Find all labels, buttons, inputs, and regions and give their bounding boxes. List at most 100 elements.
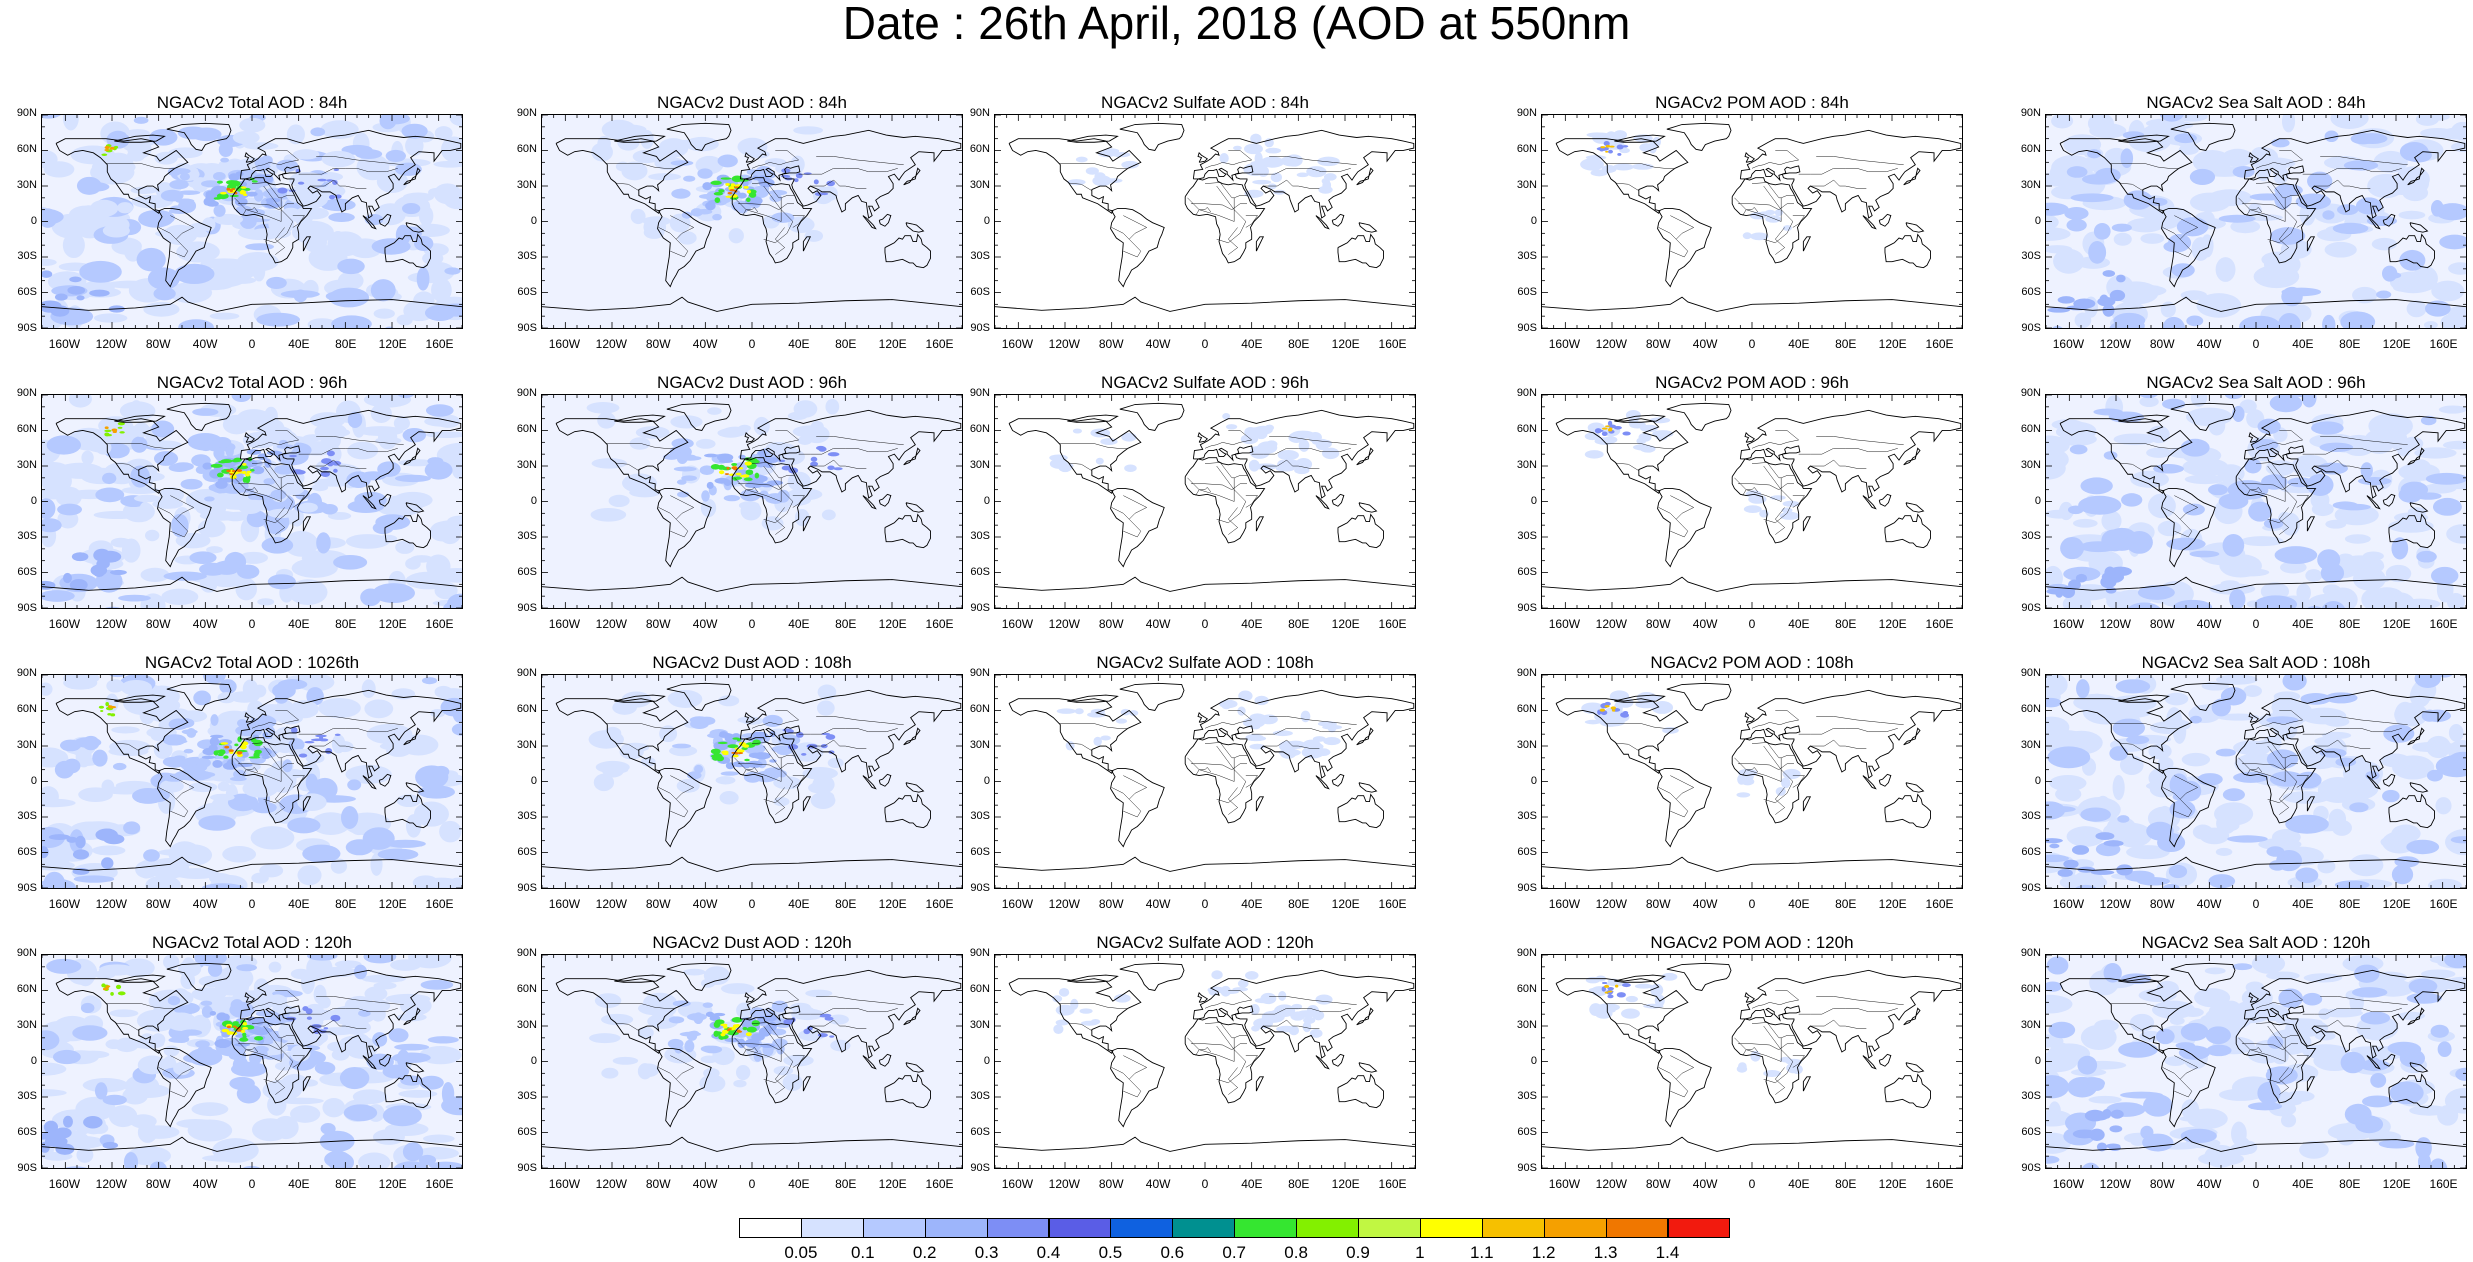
aod-field-low bbox=[259, 864, 283, 877]
dust-plume bbox=[264, 735, 270, 739]
aod-field-low bbox=[329, 288, 370, 308]
aod-field-low bbox=[2322, 732, 2351, 739]
lat-label: 30N bbox=[2007, 740, 2041, 751]
aod-field-low bbox=[1262, 158, 1276, 163]
lon-label: 160W bbox=[2046, 898, 2090, 910]
aod-field-medium bbox=[2103, 270, 2116, 277]
aod-field-low bbox=[210, 794, 235, 801]
fire-plume bbox=[1605, 705, 1610, 707]
aod-field-medium bbox=[75, 836, 85, 848]
aod-field-low bbox=[2067, 166, 2088, 178]
aod-field-low bbox=[1313, 743, 1324, 750]
aod-field-low bbox=[2078, 496, 2121, 515]
aod-field-low bbox=[737, 138, 767, 156]
fire-plume bbox=[109, 147, 114, 150]
aod-field-low bbox=[425, 461, 453, 480]
aod-field-low bbox=[2140, 233, 2164, 244]
aod-field-low bbox=[2056, 252, 2071, 272]
lon-label: 80W bbox=[1089, 618, 1133, 630]
panel-title: NGACv2 Total AOD : 120h bbox=[41, 934, 463, 952]
lat-label: 30N bbox=[956, 180, 990, 191]
lon-label: 160W bbox=[42, 618, 86, 630]
world-map bbox=[2045, 674, 2467, 889]
lat-label: 60N bbox=[3, 144, 37, 155]
lon-label: 40W bbox=[2187, 618, 2231, 630]
aod-field-low bbox=[267, 509, 295, 518]
lat-label: 60N bbox=[503, 424, 537, 435]
lat-label: 0 bbox=[503, 776, 537, 787]
aod-field-low bbox=[643, 216, 671, 226]
lon-label: 160E bbox=[1371, 618, 1415, 630]
aod-field-low bbox=[798, 436, 812, 445]
aod-field-low bbox=[1632, 163, 1654, 169]
aod-field-medium bbox=[63, 573, 72, 583]
aod-field-low bbox=[1776, 787, 1786, 796]
lon-label: 160W bbox=[1542, 338, 1586, 350]
aod-field-low bbox=[2401, 482, 2428, 498]
dust-core bbox=[711, 464, 720, 470]
aod-field-low bbox=[378, 849, 419, 861]
aod-field-low bbox=[423, 1135, 455, 1143]
panel-title: NGACv2 Total AOD : 84h bbox=[41, 94, 463, 112]
aod-field-low bbox=[1226, 424, 1237, 429]
aod-field-low bbox=[219, 142, 233, 157]
aod-map-svg bbox=[542, 115, 962, 328]
dust-plume bbox=[226, 445, 234, 457]
aod-field-medium bbox=[277, 188, 287, 194]
dust-plume bbox=[677, 189, 686, 198]
lat-label: 60N bbox=[2007, 424, 2041, 435]
aod-field-low bbox=[189, 551, 216, 564]
aod-field-low bbox=[2080, 807, 2111, 821]
aod-field-low bbox=[1281, 156, 1301, 167]
aod-field-low bbox=[55, 761, 74, 779]
lon-label: 160E bbox=[918, 338, 962, 350]
lon-label: 160W bbox=[2046, 338, 2090, 350]
aod-field-low bbox=[1780, 512, 1800, 520]
aod-field-low bbox=[322, 1098, 345, 1117]
aod-field-low bbox=[202, 1155, 246, 1162]
lat-label: 30S bbox=[503, 251, 537, 262]
lat-label: 60S bbox=[956, 287, 990, 298]
aod-field-low bbox=[139, 502, 151, 521]
aod-field-medium bbox=[298, 182, 304, 185]
aod-field-low bbox=[145, 530, 159, 541]
lon-label: 80W bbox=[636, 618, 680, 630]
aod-field-low bbox=[171, 514, 189, 537]
aod-field-low bbox=[168, 147, 202, 158]
aod-field-low bbox=[1273, 730, 1293, 736]
lon-label: 40W bbox=[183, 618, 227, 630]
aod-field-low bbox=[1233, 146, 1242, 151]
aod-field-low bbox=[2049, 775, 2086, 791]
aod-field-low bbox=[46, 959, 81, 974]
aod-field-low bbox=[2431, 200, 2444, 217]
dust-plume bbox=[199, 442, 212, 451]
lon-label: 120W bbox=[2093, 898, 2137, 910]
lon-label: 40W bbox=[1136, 618, 1180, 630]
aod-field-low bbox=[2117, 815, 2129, 823]
aod-field-low bbox=[2088, 241, 2106, 264]
aod-field-low bbox=[371, 279, 396, 301]
aod-field-low bbox=[2358, 133, 2388, 144]
aod-field-low bbox=[439, 821, 461, 843]
lon-label: 40W bbox=[1683, 338, 1727, 350]
lon-label: 160E bbox=[2422, 338, 2466, 350]
dust-plume bbox=[724, 495, 740, 501]
lat-label: 30N bbox=[1503, 740, 1537, 751]
aod-field-low bbox=[1640, 445, 1656, 453]
fire-plume bbox=[104, 149, 109, 151]
aod-field-low bbox=[192, 408, 218, 416]
aod-map-svg bbox=[1542, 675, 1962, 888]
aod-field-low bbox=[2312, 502, 2334, 516]
lon-label: 120E bbox=[1324, 898, 1368, 910]
aod-field-low bbox=[332, 1049, 350, 1060]
aod-field-low bbox=[2435, 797, 2451, 814]
dust-core bbox=[738, 752, 744, 754]
lat-label: 90N bbox=[956, 108, 990, 119]
lat-label: 60N bbox=[1503, 144, 1537, 155]
aod-field-low bbox=[277, 712, 303, 724]
panel-title: NGACv2 Sulfate AOD : 108h bbox=[994, 654, 1416, 672]
aod-field-low bbox=[604, 727, 621, 740]
